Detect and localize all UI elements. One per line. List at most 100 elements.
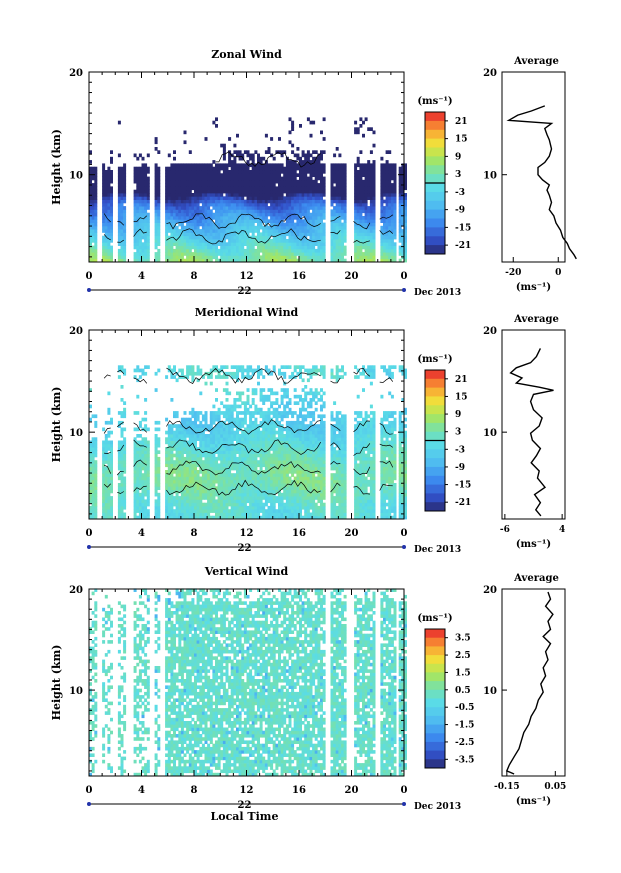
heatmap-cell xyxy=(296,183,300,187)
heatmap-cell xyxy=(306,232,310,237)
heatmap-cell xyxy=(380,183,384,187)
heatmap-cell xyxy=(107,443,111,448)
heatmap-cell xyxy=(183,163,187,168)
heatmap-cell xyxy=(186,496,190,500)
heatmap-cell xyxy=(275,163,279,168)
heatmap-cell xyxy=(233,502,237,507)
heatmap-cell xyxy=(165,483,169,487)
heatmap-cell xyxy=(359,176,363,181)
heatmap-cell xyxy=(401,209,405,214)
heatmap-cell xyxy=(144,443,148,448)
heatmap-cell xyxy=(102,248,106,253)
heatmap-cell xyxy=(196,219,200,223)
heatmap-cell xyxy=(167,258,171,263)
heatmap-cell xyxy=(188,196,192,200)
heatmap-cell xyxy=(138,232,142,237)
heatmap-cell xyxy=(225,434,229,438)
heatmap-cell xyxy=(367,189,371,194)
heatmap-cell xyxy=(280,222,284,227)
heatmap-cell xyxy=(383,239,386,243)
heatmap-cell xyxy=(107,463,111,468)
heatmap-cell xyxy=(385,242,389,246)
heatmap-cell xyxy=(246,225,250,230)
heatmap-cell xyxy=(314,176,318,181)
heatmap-cell xyxy=(102,216,106,220)
heatmap-cell xyxy=(146,219,150,223)
heatmap-cell xyxy=(262,189,266,194)
heatmap-cell xyxy=(201,163,205,168)
heatmap-cell xyxy=(222,258,226,263)
heatmap-cell xyxy=(404,232,407,237)
heatmap-cell xyxy=(359,212,363,217)
heatmap-cell xyxy=(110,245,113,250)
heatmap-cell xyxy=(141,502,145,507)
heatmap-cell xyxy=(104,502,108,507)
heatmap-cell xyxy=(222,206,226,210)
heatmap-cell xyxy=(188,512,192,517)
heatmap-cell xyxy=(390,225,394,230)
heatmap-cell xyxy=(335,202,339,207)
heatmap-cell xyxy=(138,450,142,454)
heatmap-cell xyxy=(186,255,190,260)
heatmap-cell xyxy=(317,229,321,233)
heatmap-cell xyxy=(335,147,339,151)
heatmap-cell xyxy=(141,509,145,513)
heatmap-cell xyxy=(359,219,363,223)
heatmap-cell xyxy=(117,179,121,184)
heatmap-cell xyxy=(94,206,98,210)
heatmap-cell xyxy=(191,447,195,451)
heatmap-cell xyxy=(196,470,200,474)
heatmap-cell xyxy=(283,170,287,174)
heatmap-cell xyxy=(299,196,302,200)
average-x-tick-label: -20 xyxy=(505,268,521,278)
heatmap-cell xyxy=(204,166,208,171)
heatmap-cell xyxy=(259,216,263,220)
heatmap-cell xyxy=(238,470,242,474)
heatmap-cell xyxy=(367,248,371,253)
heatmap-cell xyxy=(243,411,247,415)
heatmap-cell xyxy=(233,156,237,161)
heatmap-cell xyxy=(89,447,92,451)
heatmap-cell xyxy=(254,255,258,260)
heatmap-cell xyxy=(254,407,258,412)
heatmap-cell xyxy=(89,212,92,217)
heatmap-cell xyxy=(251,434,255,438)
heatmap-cell xyxy=(117,496,121,500)
heatmap-cell xyxy=(188,258,192,263)
heatmap-cell xyxy=(222,404,226,409)
heatmap-cell xyxy=(196,186,200,191)
heatmap-cell xyxy=(243,206,247,210)
heatmap-cell xyxy=(312,170,316,174)
heatmap-cell xyxy=(251,219,255,223)
heatmap-cell xyxy=(138,515,142,520)
heatmap-cell xyxy=(393,222,397,227)
heatmap-cell xyxy=(104,512,108,517)
heatmap-cell xyxy=(304,225,308,230)
heatmap-cell xyxy=(123,239,127,243)
heatmap-cell xyxy=(267,212,271,217)
heatmap-cell xyxy=(199,479,203,484)
heatmap-cell xyxy=(230,173,234,177)
heatmap-cell xyxy=(228,225,232,230)
heatmap-cell xyxy=(291,255,295,260)
heatmap-cell xyxy=(165,515,169,520)
heatmap-cell xyxy=(191,427,195,432)
heatmap-cell xyxy=(322,189,326,194)
heatmap-cell xyxy=(259,166,263,171)
heatmap-cell xyxy=(233,173,237,177)
heatmap-cell xyxy=(204,483,208,487)
heatmap-cell xyxy=(117,183,121,187)
heatmap-cell xyxy=(241,248,245,253)
heatmap-cell xyxy=(204,371,208,376)
heatmap-cell xyxy=(175,437,179,441)
heatmap-cell xyxy=(146,196,150,200)
heatmap-cell xyxy=(288,209,292,214)
heatmap-cell xyxy=(299,222,302,227)
heatmap-cell xyxy=(254,466,258,471)
heatmap-cell xyxy=(338,235,342,240)
heatmap-cell xyxy=(280,255,284,260)
heatmap-cell xyxy=(102,245,106,250)
heatmap-cell xyxy=(238,463,242,468)
heatmap-cell xyxy=(136,196,140,200)
heatmap-cell xyxy=(133,179,137,184)
